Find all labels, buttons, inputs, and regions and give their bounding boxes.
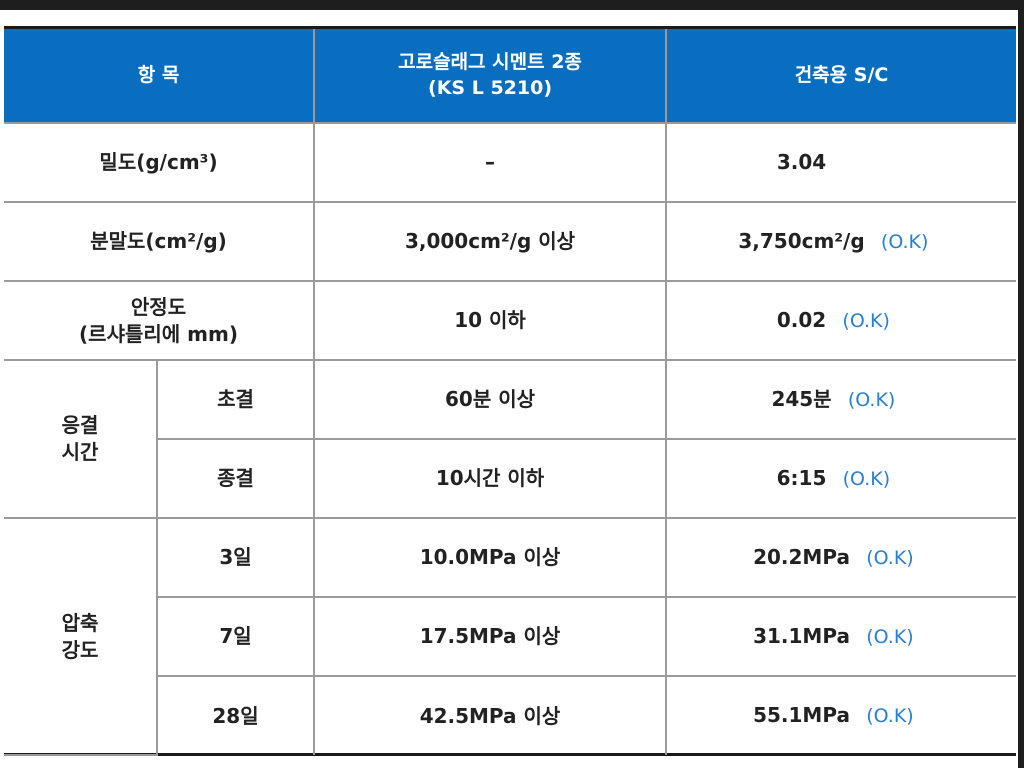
group-label-line1: 압축 xyxy=(61,610,99,635)
result-value: 3.04 xyxy=(776,150,827,174)
sub-label: 28일 xyxy=(157,675,316,755)
result-cell: 3,750cm²/g (O.K) xyxy=(665,201,1017,282)
ok-badge: (O.K) xyxy=(842,467,891,490)
table-row-fineness: 분말도(cm²/g) 3,000cm²/g 이상 3,750cm²/g (O.K) xyxy=(4,201,1017,282)
row-label-line1: 안정도 xyxy=(130,294,187,319)
result-cell: 31.1MPa (O.K) xyxy=(665,596,1017,677)
group-label-line1: 응결 xyxy=(61,413,99,437)
result-value: 0.02 xyxy=(776,307,827,332)
result-value: 55.1MPa xyxy=(753,703,850,728)
table-row-strength-7d: 7일 17.5MPa 이상 31.1MPa (O.K) xyxy=(4,596,1017,677)
standard-cell: 42.5MPa 이상 xyxy=(313,675,668,755)
table-row-setting-final: 종결 10시간 이하 6:15 (O.K) xyxy=(4,438,1017,519)
standard-cell: 3,000cm²/g 이상 xyxy=(313,201,668,282)
result-value: 6:15 xyxy=(776,465,827,490)
result-cell: 55.1MPa (O.K) xyxy=(665,675,1017,755)
group-label-setting-time: 응결 시간 xyxy=(4,359,158,519)
row-label: 분말도(cm²/g) xyxy=(4,201,316,282)
right-edge-strip xyxy=(1018,0,1024,768)
group-label-line2: 강도 xyxy=(61,637,99,662)
sub-label: 3일 xyxy=(155,517,316,598)
result-cell: 6:15 (O.K) xyxy=(665,438,1017,519)
standard-cell: 60분 이상 xyxy=(313,359,668,440)
result-cell: 245분 (O.K) xyxy=(665,359,1017,440)
result-cell: 3.04 xyxy=(665,122,1017,203)
table-row-soundness: 안정도 (르샤틀리에 mm) 10 이하 0.02 (O.K) xyxy=(4,280,1017,361)
table-row-setting-initial: 응결 시간 초결 60분 이상 245분 (O.K) xyxy=(4,359,1017,519)
ok-badge: (O.K) xyxy=(842,309,890,332)
result-value: 3,750cm²/g xyxy=(738,228,865,253)
standard-cell: 10.0MPa 이상 xyxy=(313,517,668,598)
row-label: 밀도(g/cm³) xyxy=(4,122,316,203)
ok-badge: (O.K) xyxy=(866,625,914,648)
header-standard-code: (KS L 5210) xyxy=(428,76,553,99)
standard-cell: – xyxy=(313,122,668,203)
standard-cell: 17.5MPa 이상 xyxy=(313,596,668,677)
ok-badge: (O.K) xyxy=(866,546,914,569)
header-standard: 고로슬래그 시멘트 2종 (KS L 5210) xyxy=(313,29,668,124)
cement-spec-table: 항 목 고로슬래그 시멘트 2종 (KS L 5210) 건축용 S/C 밀도(… xyxy=(4,29,1017,756)
group-label-line2: 시간 xyxy=(61,440,99,464)
result-value: 31.1MPa xyxy=(753,623,850,648)
result-cell: 0.02 (O.K) xyxy=(665,280,1017,361)
result-cell: 20.2MPa (O.K) xyxy=(665,517,1017,598)
row-label-line2: (르샤틀리에 mm) xyxy=(79,321,238,346)
row-label: 안정도 (르샤틀리에 mm) xyxy=(4,280,316,361)
table-row-strength-3d: 압축 강도 3일 10.0MPa 이상 20.2MPa (O.K) xyxy=(4,517,1017,756)
sub-label: 초결 xyxy=(155,359,316,440)
sub-label: 7일 xyxy=(157,596,316,677)
standard-cell: 10 이하 xyxy=(313,280,668,361)
header-result: 건축용 S/C xyxy=(665,29,1017,124)
group-label-compressive-strength: 압축 강도 xyxy=(4,517,158,756)
ok-badge: (O.K) xyxy=(847,388,896,411)
table-header-row: 항 목 고로슬래그 시멘트 2종 (KS L 5210) 건축용 S/C xyxy=(4,29,1017,124)
result-value: 245분 xyxy=(771,386,832,411)
standard-cell: 10시간 이하 xyxy=(313,438,668,519)
ok-badge: (O.K) xyxy=(866,705,914,728)
table-row-strength-28d: 28일 42.5MPa 이상 55.1MPa (O.K) xyxy=(4,675,1017,755)
top-border-bar xyxy=(0,0,1024,10)
header-standard-name: 고로슬래그 시멘트 2종 xyxy=(398,50,582,73)
sub-label: 종결 xyxy=(157,438,316,519)
header-item: 항 목 xyxy=(4,29,316,124)
table-row-density: 밀도(g/cm³) – 3.04 xyxy=(4,122,1017,203)
result-value: 20.2MPa xyxy=(753,544,850,569)
ok-badge: (O.K) xyxy=(880,230,929,253)
